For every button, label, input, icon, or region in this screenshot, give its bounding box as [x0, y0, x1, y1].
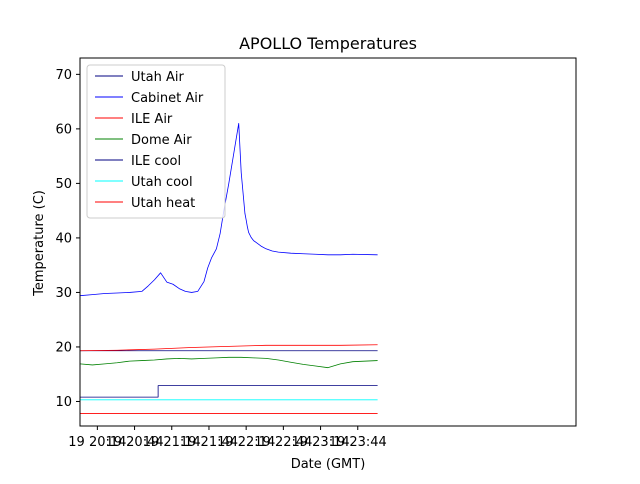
plot-frame [79, 57, 577, 427]
y-tick-label: 50 [55, 177, 72, 192]
legend-label-dome-air: Dome Air [131, 133, 192, 148]
legend-box [86, 64, 226, 219]
series-lines [80, 123, 378, 414]
legend-label-ile-cool: ILE cool [131, 154, 181, 169]
plot-area [80, 123, 378, 414]
series-line-ile-air [80, 344, 378, 352]
y-axis-label: Temperature (C) [32, 190, 47, 297]
y-tick-label: 60 [55, 122, 72, 137]
x-tick-label: 19 21:44 [180, 435, 238, 450]
x-axis-label: Date (GMT) [291, 457, 366, 472]
y-tick-label: 10 [55, 395, 72, 410]
legend-label-utah-cool: Utah cool [131, 175, 193, 190]
y-tick-label: 30 [55, 286, 72, 301]
series-line-dome-air [80, 356, 378, 369]
legend-label-utah-air: Utah Air [131, 70, 184, 85]
x-tick-label: 19 23:14 [291, 435, 349, 450]
legend-label-cabinet-air: Cabinet Air [131, 91, 204, 106]
x-tick-label: 19 22:44 [254, 435, 312, 450]
y-tick-label: 40 [55, 231, 72, 246]
legend: Utah Air Cabinet Air ILE Air Dome Air ILE co… [86, 64, 226, 219]
x-tick-label: 19 22:14 [217, 435, 275, 450]
series-line-cabinet-air [80, 123, 378, 297]
x-tick-label: 19 20:44 [105, 435, 163, 450]
x-tick-label: 19 21:14 [143, 435, 201, 450]
y-tick-label: 20 [55, 340, 72, 355]
y-tick-label: 70 [55, 68, 72, 83]
x-tick-label: 19 23:44 [329, 435, 387, 450]
legend-label-ile-air: ILE Air [131, 112, 173, 127]
x-tick-label: 19 20:14 [68, 435, 126, 450]
chart-title: APOLLO Temperatures [239, 34, 417, 53]
legend-label-utah-heat: Utah heat [131, 196, 195, 211]
series-line-ile-cool [80, 385, 378, 398]
